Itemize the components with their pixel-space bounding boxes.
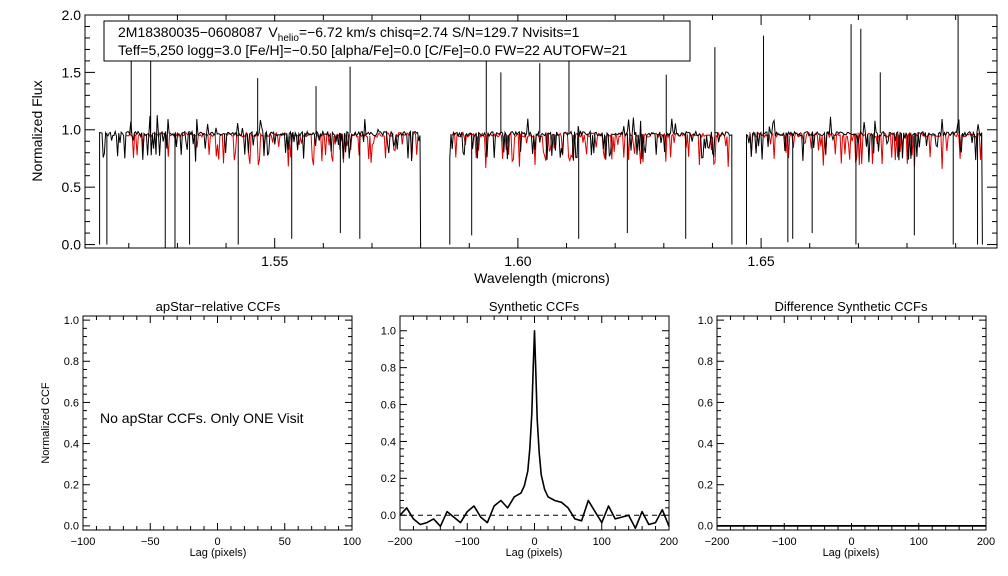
observed-spectrum-line <box>746 116 983 245</box>
difference-ccf-y-tick-label: 1.0 <box>698 315 713 327</box>
synthetic-ccf-title: Synthetic CCFs <box>489 299 580 314</box>
synthetic-ccf-x-tick-label: 100 <box>593 536 611 548</box>
spectrum-frame <box>84 14 998 249</box>
difference-ccf-x-axis-label: Lag (pixels) <box>823 547 880 559</box>
difference-ccf-x-tick-label: 0 <box>848 536 854 548</box>
spectrum-y-tick-label: 1.5 <box>62 64 82 80</box>
difference-ccf-ticks: −200 −100 0 100 200 0.0 0.2 0.4 0.6 0.8 1.0 <box>698 315 995 548</box>
spectrum-y-tick-label: 1.0 <box>62 122 82 138</box>
difference-ccf-x-tick-label: −100 <box>772 536 797 548</box>
info-line-1-values: =−6.72 km/s chisq=2.74 S/N=129.7 Nvisits… <box>299 24 580 40</box>
difference-ccf-panel: Difference Synthetic CCFs −200 −100 0 100 20… <box>698 299 995 559</box>
synthetic-ccf-series <box>399 329 670 530</box>
spectrum-series <box>99 15 983 248</box>
observed-spectrum-line <box>99 115 422 245</box>
synthetic-ccf-y-tick-label: 0.6 <box>381 399 396 411</box>
apstar-ccf-x-tick-label: 100 <box>343 536 361 548</box>
difference-ccf-x-tick-label: 100 <box>910 536 928 548</box>
difference-ccf-x-tick-label: −200 <box>705 536 730 548</box>
apstar-ccf-ticks: −100 −50 0 50 100 0.0 0.2 0.4 0.6 0.8 1.0 <box>64 315 361 548</box>
difference-ccf-title: Difference Synthetic CCFs <box>775 299 928 314</box>
difference-ccf-frame <box>716 315 987 531</box>
apstar-ccf-x-axis-label: Lag (pixels) <box>190 547 247 559</box>
synthetic-ccf-x-axis-label: Lag (pixels) <box>506 547 563 559</box>
spectrum-panel: 1.55 1.60 1.65 0.0 0.5 1.0 1.5 2.0 Wavelength (… <box>29 7 998 286</box>
difference-ccf-y-tick-label: 0.4 <box>698 438 713 450</box>
spectrum-y-tick-label: 2.0 <box>62 7 82 23</box>
difference-ccf-y-tick-label: 0.6 <box>698 397 713 409</box>
difference-ccf-x-tick-label: 200 <box>977 536 995 548</box>
apstar-ccf-x-tick-label: 0 <box>214 536 220 548</box>
apstar-ccf-y-tick-label: 0.2 <box>64 480 79 492</box>
synthetic-ccf-x-tick-label: 200 <box>660 536 678 548</box>
star-id: 2M18380035−0608087 <box>118 24 263 40</box>
synthetic-ccf-line <box>399 329 670 530</box>
spectrum-x-tick-label: 1.60 <box>504 253 531 269</box>
synthetic-ccf-y-tick-label: 0.4 <box>381 436 396 448</box>
apstar-ccf-x-tick-label: −100 <box>71 536 96 548</box>
apstar-ccf-y-tick-label: 0.4 <box>64 438 79 450</box>
difference-ccf-y-tick-label: 0.0 <box>698 521 713 533</box>
model-spectrum-line <box>126 131 419 167</box>
spectrum-x-axis-label: Wavelength (microns) <box>474 270 610 286</box>
apstar-ccf-panel: apStar−relative CCFs −100 −50 0 50 100 0.0 0.2… <box>40 299 361 559</box>
info-line-2: Teff=5,250 logg=3.0 [Fe/H]=−0.50 [alpha/… <box>118 42 627 58</box>
spectrum-ticks: 1.55 1.60 1.65 0.0 0.5 1.0 1.5 2.0 <box>62 7 997 269</box>
apstar-ccf-y-tick-label: 0.6 <box>64 397 79 409</box>
spectrum-y-tick-label: 0.0 <box>62 236 82 252</box>
spectrum-x-tick-label: 1.55 <box>261 253 288 269</box>
apstar-ccf-y-tick-label: 1.0 <box>64 315 79 327</box>
synthetic-ccf-y-tick-label: 0.2 <box>381 473 396 485</box>
apstar-ccf-title: apStar−relative CCFs <box>156 299 281 314</box>
synthetic-ccf-ticks: −200 −100 0 100 200 0.0 0.2 0.4 0.6 0.8 1.0 <box>381 316 678 548</box>
synthetic-ccf-y-tick-label: 1.0 <box>381 326 396 338</box>
synthetic-ccf-panel: Synthetic CCFs −200 −100 0 100 200 0.0 0.2 0.4 0… <box>381 299 678 559</box>
v-subscript: helio <box>278 33 300 44</box>
apstar-ccf-annotation: No apStar CCFs. Only ONE Visit <box>100 410 304 426</box>
synthetic-ccf-x-tick-label: −100 <box>455 536 480 548</box>
synthetic-ccf-y-tick-label: 0.0 <box>381 510 396 522</box>
v-letter: V <box>268 24 278 40</box>
spectrum-x-tick-label: 1.65 <box>747 253 774 269</box>
difference-ccf-y-tick-label: 0.8 <box>698 356 713 368</box>
synthetic-ccf-x-tick-label: 0 <box>531 536 537 548</box>
apstar-ccf-y-tick-label: 0.8 <box>64 356 79 368</box>
apstar-ccf-x-tick-label: 50 <box>279 536 291 548</box>
apstar-ccf-x-tick-label: −50 <box>141 536 160 548</box>
synthetic-ccf-x-tick-label: −200 <box>388 536 413 548</box>
difference-ccf-y-tick-label: 0.2 <box>698 480 713 492</box>
synthetic-ccf-y-tick-label: 0.8 <box>381 363 396 375</box>
info-box <box>103 20 691 62</box>
apstar-ccf-y-axis-label: Normalized CCF <box>40 382 52 464</box>
apstar-ccf-y-tick-label: 0.0 <box>64 521 79 533</box>
info-line-1: 2M18380035−0608087 Vhelio=−6.72 km/s chis… <box>118 24 580 44</box>
spectrum-y-tick-label: 0.5 <box>62 179 82 195</box>
spectrum-y-axis-label: Normalized Flux <box>29 80 45 181</box>
